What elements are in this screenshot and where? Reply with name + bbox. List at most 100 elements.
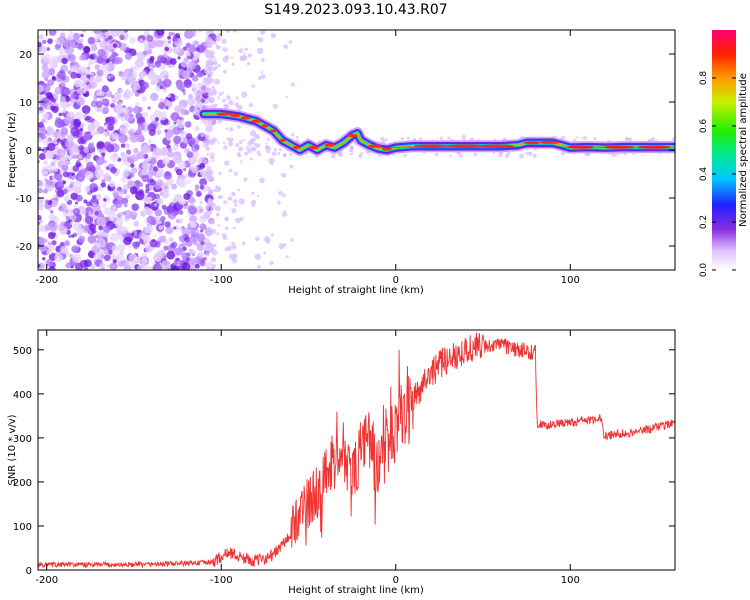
noise-point bbox=[50, 231, 56, 237]
noise-point bbox=[210, 228, 216, 235]
noise-point bbox=[101, 85, 109, 93]
noise-point bbox=[258, 153, 262, 157]
noise-point bbox=[238, 140, 243, 145]
noise-point bbox=[249, 157, 253, 161]
noise-point bbox=[87, 123, 96, 132]
noise-point bbox=[116, 243, 126, 253]
noise-point bbox=[77, 175, 84, 182]
noise-point bbox=[47, 137, 52, 142]
noise-point bbox=[90, 130, 96, 137]
noise-point bbox=[128, 253, 138, 263]
noise-point bbox=[206, 162, 209, 165]
noise-point bbox=[168, 237, 174, 243]
noise-point bbox=[448, 154, 452, 158]
noise-point bbox=[157, 249, 166, 258]
noise-point bbox=[129, 186, 138, 195]
noise-point bbox=[116, 213, 122, 218]
noise-point bbox=[139, 71, 147, 78]
noise-point bbox=[650, 136, 656, 142]
noise-point bbox=[154, 183, 162, 190]
noise-point bbox=[288, 40, 293, 44]
noise-point bbox=[158, 224, 164, 230]
noise-point bbox=[224, 246, 229, 252]
noise-point bbox=[147, 49, 152, 55]
noise-point bbox=[150, 179, 157, 186]
noise-point bbox=[271, 151, 277, 157]
noise-point bbox=[60, 208, 64, 212]
noise-point bbox=[207, 198, 213, 204]
noise-point bbox=[266, 137, 271, 142]
noise-point bbox=[256, 142, 261, 148]
noise-point bbox=[120, 72, 129, 81]
noise-point bbox=[44, 223, 52, 232]
noise-point bbox=[204, 134, 210, 140]
noise-point bbox=[358, 153, 363, 159]
noise-point bbox=[112, 190, 118, 196]
noise-point bbox=[580, 137, 583, 140]
noise-point bbox=[137, 106, 143, 112]
noise-point bbox=[473, 152, 478, 157]
noise-point bbox=[380, 136, 385, 142]
noise-point bbox=[128, 130, 134, 136]
noise-point bbox=[72, 222, 82, 231]
noise-point bbox=[38, 153, 46, 160]
noise-point bbox=[222, 235, 228, 240]
snr-ytick-label: 500 bbox=[13, 346, 32, 357]
noise-point bbox=[63, 211, 67, 216]
noise-point bbox=[188, 214, 198, 224]
noise-point bbox=[129, 172, 135, 178]
noise-point bbox=[204, 230, 210, 236]
noise-point bbox=[164, 46, 170, 52]
noise-point bbox=[200, 241, 205, 246]
noise-point bbox=[272, 103, 278, 109]
noise-point bbox=[159, 235, 167, 243]
noise-point bbox=[234, 203, 238, 207]
noise-point bbox=[46, 248, 53, 255]
noise-point bbox=[224, 216, 230, 222]
noise-point bbox=[156, 168, 165, 177]
noise-point bbox=[70, 221, 74, 225]
noise-point bbox=[135, 133, 145, 143]
noise-point bbox=[207, 30, 213, 34]
noise-point bbox=[228, 99, 234, 106]
noise-point bbox=[124, 52, 133, 60]
noise-point bbox=[107, 75, 111, 79]
noise-point bbox=[84, 170, 94, 180]
noise-point bbox=[41, 64, 49, 72]
noise-point bbox=[105, 242, 111, 249]
noise-point bbox=[436, 137, 439, 140]
noise-point bbox=[76, 97, 85, 106]
noise-point bbox=[242, 138, 246, 142]
noise-point bbox=[378, 154, 382, 158]
noise-point bbox=[112, 205, 116, 210]
noise-point bbox=[38, 106, 43, 111]
noise-point bbox=[348, 147, 354, 153]
noise-point bbox=[160, 39, 170, 49]
noise-point bbox=[52, 166, 59, 172]
noise-point bbox=[191, 75, 199, 82]
noise-point bbox=[93, 186, 99, 192]
colorbar-tick-label: 0.6 bbox=[699, 119, 709, 134]
noise-point bbox=[153, 233, 157, 238]
noise-point bbox=[63, 195, 70, 202]
noise-point bbox=[73, 118, 82, 127]
noise-point bbox=[96, 56, 105, 64]
noise-point bbox=[76, 88, 83, 95]
ridge-peak bbox=[216, 112, 234, 116]
noise-point bbox=[173, 105, 182, 114]
noise-point bbox=[87, 230, 92, 235]
noise-point bbox=[60, 221, 65, 226]
spectrogram-ytick-label: 0 bbox=[26, 146, 32, 157]
noise-point bbox=[237, 188, 241, 192]
noise-point bbox=[81, 105, 91, 114]
noise-point bbox=[200, 132, 206, 137]
noise-point bbox=[172, 144, 179, 151]
noise-point bbox=[228, 140, 231, 143]
colorbar-tick-label: 0.0 bbox=[699, 263, 709, 278]
noise-point bbox=[249, 130, 257, 137]
spectrogram-xtick-label: -200 bbox=[35, 275, 58, 286]
noise-point bbox=[257, 136, 260, 140]
noise-point bbox=[80, 33, 84, 38]
colorbar-tick-label: 0.4 bbox=[699, 167, 709, 182]
